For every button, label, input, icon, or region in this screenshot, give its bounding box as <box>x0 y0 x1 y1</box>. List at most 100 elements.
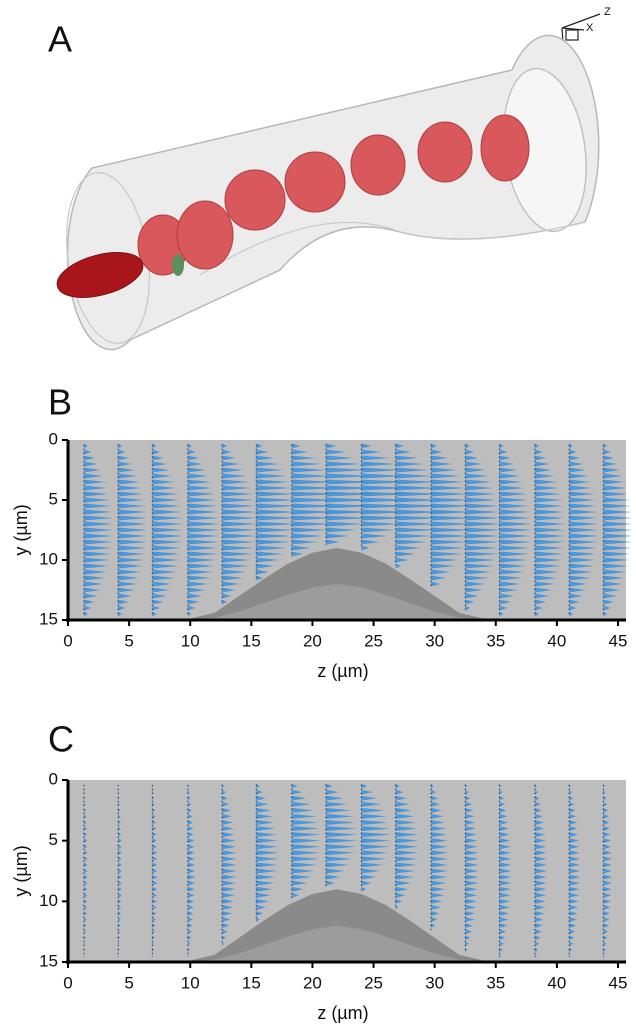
velocity-glyph <box>361 819 389 825</box>
velocity-glyph <box>603 443 608 449</box>
velocity-glyph <box>152 892 157 898</box>
velocity-glyph <box>534 527 566 533</box>
velocity-glyph <box>534 551 564 557</box>
velocity-glyph <box>152 819 156 825</box>
velocity-glyph <box>465 941 469 947</box>
velocity-glyph <box>118 826 121 832</box>
velocity-glyph <box>187 515 220 521</box>
velocity-glyph <box>291 491 338 497</box>
velocity-glyph <box>152 527 183 533</box>
velocity-column <box>221 443 258 605</box>
velocity-glyph <box>465 539 500 545</box>
velocity-glyph <box>222 509 257 515</box>
velocity-glyph <box>256 904 266 910</box>
velocity-glyph <box>222 850 237 856</box>
velocity-glyph <box>256 795 266 801</box>
velocity-glyph <box>152 503 181 509</box>
velocity-glyph <box>152 917 156 923</box>
velocity-glyph <box>187 807 192 813</box>
velocity-glyph <box>499 509 530 515</box>
velocity-column <box>291 443 339 558</box>
velocity-glyph <box>395 868 416 874</box>
velocity-glyph <box>187 461 203 467</box>
velocity-glyph <box>83 599 95 605</box>
velocity-glyph <box>465 783 468 789</box>
velocity-glyph <box>291 461 322 467</box>
velocity-glyph <box>83 509 113 515</box>
velocity-glyph <box>325 819 356 825</box>
velocity-glyph <box>569 813 577 819</box>
velocity-column <box>117 783 122 959</box>
velocity-glyph <box>465 455 479 461</box>
velocity-glyph <box>569 838 579 844</box>
velocity-glyph <box>395 551 416 557</box>
velocity-glyph <box>361 485 412 491</box>
velocity-glyph <box>152 473 172 479</box>
velocity-glyph <box>187 503 218 509</box>
velocity-column <box>221 783 237 947</box>
velocity-glyph <box>325 467 367 473</box>
velocity-glyph <box>431 880 447 886</box>
velocity-glyph <box>499 935 506 941</box>
velocity-glyph <box>152 449 160 455</box>
velocity-column <box>360 783 391 892</box>
velocity-glyph <box>431 910 440 916</box>
velocity-glyph <box>395 801 410 807</box>
velocity-column <box>151 783 158 959</box>
velocity-glyph <box>187 527 220 533</box>
velocity-glyph <box>291 886 304 892</box>
velocity-glyph <box>325 473 372 479</box>
velocity-glyph <box>603 838 611 844</box>
velocity-glyph <box>118 515 147 521</box>
velocity-glyph <box>465 789 469 795</box>
velocity-glyph <box>361 467 402 473</box>
velocity-glyph <box>499 850 512 856</box>
x-tick-label: 30 <box>425 973 444 992</box>
velocity-glyph <box>187 910 194 916</box>
velocity-glyph <box>256 910 264 916</box>
velocity-glyph <box>603 521 633 527</box>
velocity-glyph <box>569 935 575 941</box>
velocity-glyph <box>395 515 441 521</box>
velocity-glyph <box>395 443 404 449</box>
x-axis-label: z (µm) <box>317 661 368 681</box>
velocity-glyph <box>187 581 208 587</box>
velocity-glyph <box>222 807 231 813</box>
velocity-glyph <box>83 813 87 819</box>
velocity-glyph <box>534 892 547 898</box>
velocity-glyph <box>325 795 344 801</box>
velocity-glyph <box>499 467 518 473</box>
velocity-glyph <box>83 929 86 935</box>
velocity-glyph <box>118 874 122 880</box>
velocity-glyph <box>465 807 473 813</box>
velocity-glyph <box>395 819 416 825</box>
velocity-glyph <box>291 545 311 551</box>
velocity-glyph <box>431 819 445 825</box>
velocity-glyph <box>569 545 598 551</box>
velocity-glyph <box>187 880 195 886</box>
velocity-glyph <box>118 838 122 844</box>
velocity-glyph <box>118 904 122 910</box>
velocity-glyph <box>395 473 433 479</box>
velocity-glyph <box>431 479 464 485</box>
velocity-glyph <box>83 892 88 898</box>
y-tick-label: 5 <box>49 830 58 849</box>
velocity-glyph <box>499 898 511 904</box>
velocity-glyph <box>395 844 419 850</box>
velocity-glyph <box>118 485 142 491</box>
x-tick-label: 20 <box>303 973 322 992</box>
velocity-glyph <box>187 844 195 850</box>
velocity-glyph <box>291 527 328 533</box>
velocity-glyph <box>256 509 297 515</box>
velocity-glyph <box>291 856 319 862</box>
velocity-glyph <box>569 929 576 935</box>
velocity-glyph <box>152 575 175 581</box>
velocity-glyph <box>534 953 537 959</box>
velocity-glyph <box>325 515 369 521</box>
velocity-glyph <box>187 485 213 491</box>
velocity-glyph <box>431 801 441 807</box>
velocity-glyph <box>152 593 167 599</box>
velocity-glyph <box>118 898 122 904</box>
velocity-glyph <box>187 904 194 910</box>
cell <box>350 134 406 196</box>
